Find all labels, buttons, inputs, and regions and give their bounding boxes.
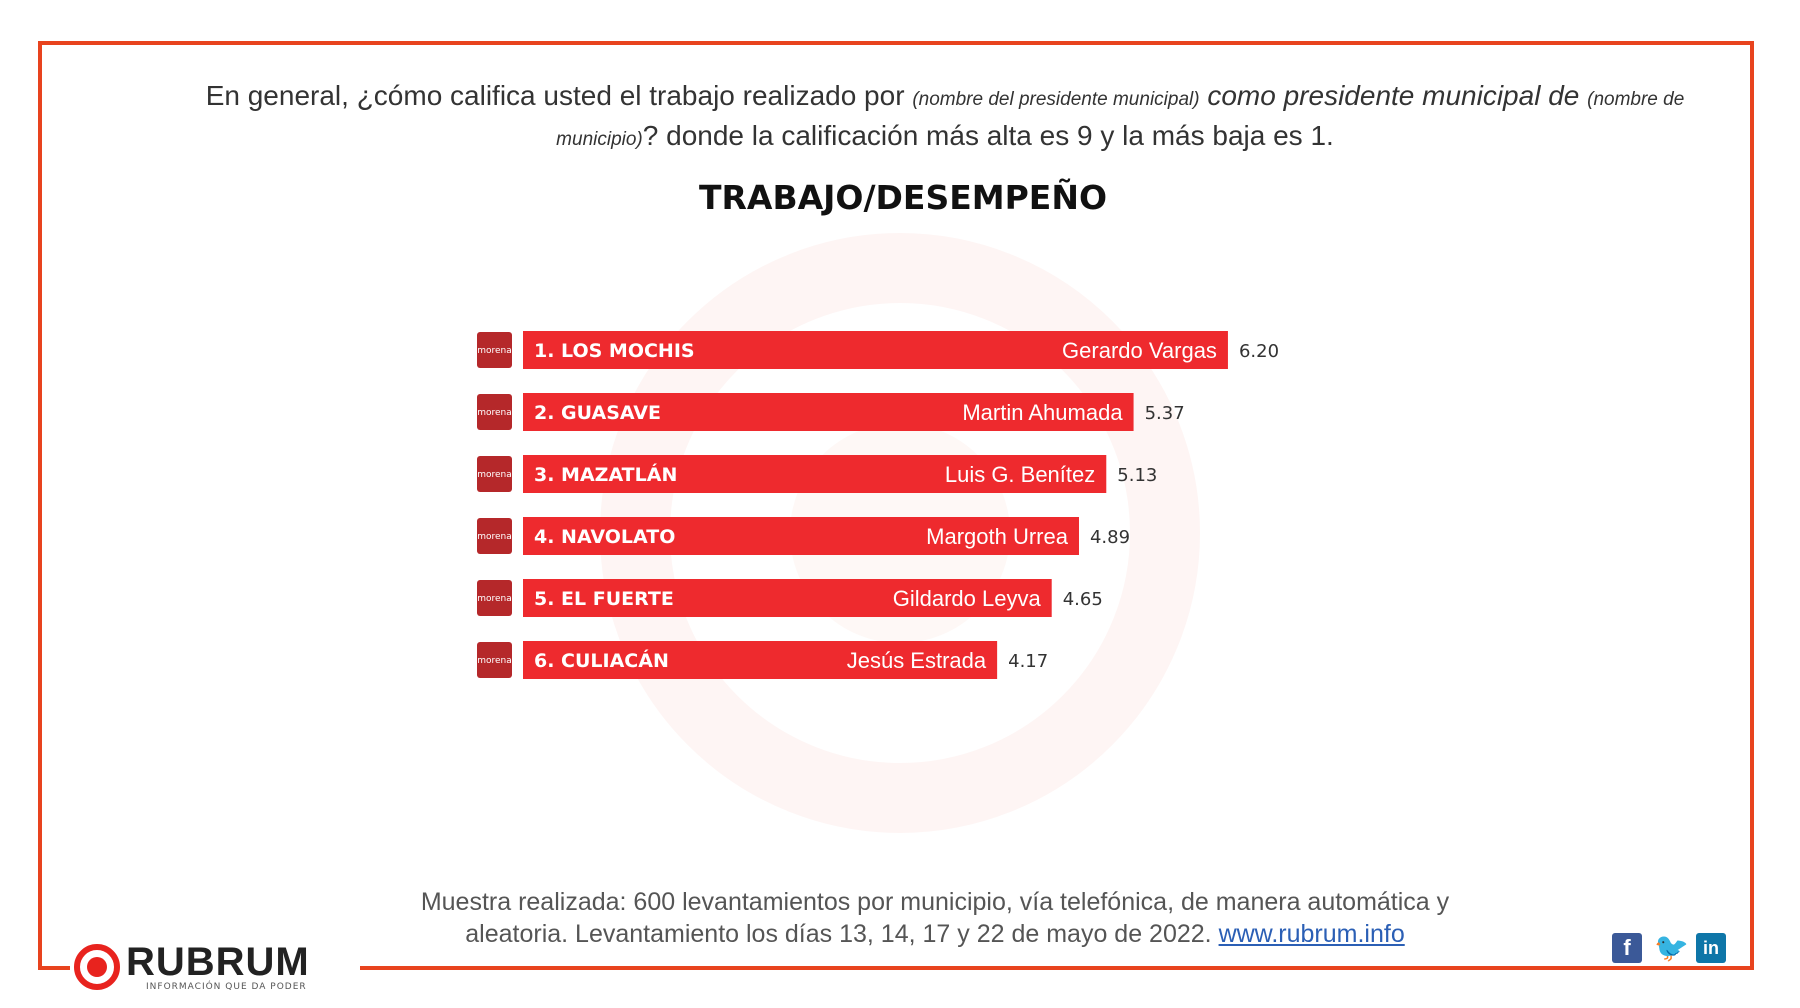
morena-label: morena [477,656,512,666]
morena-label: morena [477,408,512,418]
question-placeholder-municipality: (nombre de municipio) [556,89,1685,150]
bar-value-label: 4.65 [1063,589,1103,610]
footer-line2: aleatoria. Levantamiento los días 13, 14… [465,920,1219,948]
bar-category-label: 6. CULIACÁN [534,649,669,672]
bar-candidate-label: Martin Ahumada [962,400,1123,425]
bar-value-label: 6.20 [1239,341,1279,362]
linkedin-icon[interactable]: in [1696,933,1726,963]
bar-value-label: 5.37 [1145,403,1185,424]
logo-tagline: INFORMACIÓN QUE DA PODER [146,982,307,992]
rubrum-logo: RUBRUM INFORMACIÓN QUE DA PODER [70,940,360,1004]
facebook-icon[interactable]: f [1612,933,1642,963]
footer-line1: Muestra realizada: 600 levantamientos po… [420,888,1450,916]
bar [523,579,1052,617]
social-links: f 🐦 in [1612,933,1726,963]
bar-category-label: 4. NAVOLATO [534,526,675,548]
bar-category-label: 5. EL FUERTE [534,588,674,610]
morena-party-icon [477,394,512,430]
question-text: En general, ¿cómo califica usted el trab… [205,80,913,111]
bar-category-label: 1. LOS MOCHIS [534,340,695,362]
bar-candidate-label: Gerardo Vargas [1062,338,1217,363]
survey-question: En general, ¿cómo califica usted el trab… [200,78,1690,158]
bar-value-label: 4.17 [1008,651,1048,672]
bar-category-label: 3. MAZATLÁN [534,463,677,486]
morena-label: morena [477,346,512,356]
bar-candidate-label: Margoth Urrea [926,524,1069,549]
morena-party-icon [477,642,512,678]
question-placeholder-president: (nombre del presidente municipal) [912,89,1200,110]
morena-label: morena [477,470,512,480]
bar [523,641,998,679]
morena-party-icon [477,332,512,368]
bar [523,331,1228,369]
logo-ring-icon [74,944,120,990]
website-link[interactable]: www.rubrum.info [1218,920,1405,948]
morena-label: morena [477,532,512,542]
logo-wordmark: RUBRUM [126,940,310,984]
bar-candidate-label: Gildardo Leyva [893,586,1042,611]
frame-border [38,41,1754,970]
morena-party-icon [477,518,512,554]
bar-category-label: 2. GUASAVE [534,402,661,424]
bar [523,517,1079,555]
morena-party-icon [477,580,512,616]
bar [523,393,1134,431]
bar-value-label: 5.13 [1117,465,1157,486]
question-text-italic: como presidente municipal de [1199,80,1588,111]
bar-candidate-label: Luis G. Benítez [945,462,1095,487]
question-text-end: ? donde la calificación más alta es 9 y … [642,120,1334,151]
methodology-note: Muestra realizada: 600 levantamientos po… [300,886,1570,950]
bar-candidate-label: Jesús Estrada [847,648,987,673]
twitter-icon[interactable]: 🐦 [1654,932,1689,963]
bar [523,455,1107,493]
chart-title: TRABAJO/DESEMPEÑO [698,178,1108,217]
morena-party-icon [477,456,512,492]
morena-label: morena [477,594,512,604]
bar-value-label: 4.89 [1090,527,1130,548]
